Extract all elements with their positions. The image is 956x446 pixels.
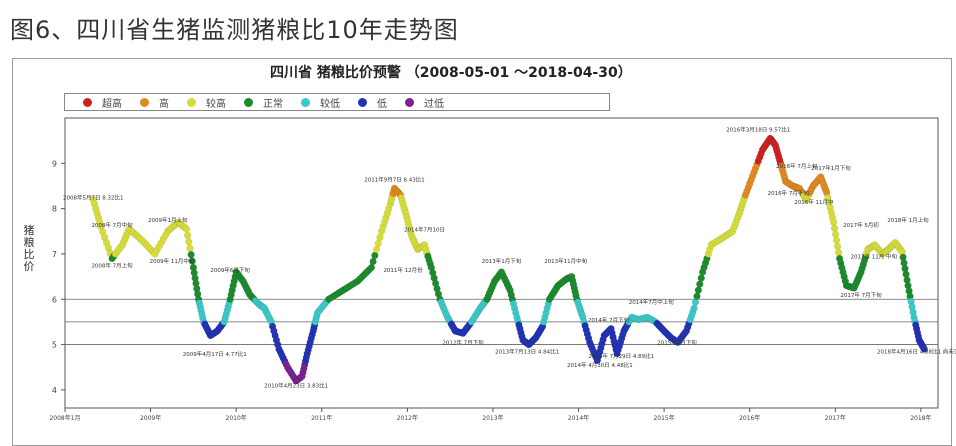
chart-frame: [12, 58, 952, 446]
y-tick-label: 8: [52, 205, 57, 214]
data-point: [182, 225, 191, 233]
data-point: [920, 345, 928, 353]
legend-item: 较高: [187, 95, 226, 110]
legend-swatch: [358, 97, 367, 107]
annotation-label: 2014年7月中上旬: [629, 298, 674, 306]
annotation-label: 2013年11月中旬: [544, 257, 587, 265]
plot-border: [64, 117, 939, 409]
data-marker: [830, 224, 839, 232]
legend-label: 高: [159, 98, 169, 110]
legend-label: 过低: [424, 98, 444, 110]
data-marker: [832, 236, 841, 244]
annotation-label: 2011年9月7日 8.43比1: [364, 175, 425, 183]
annotation-label: 2014年 7月29日 4.89比1: [588, 352, 654, 360]
data-marker: [694, 286, 702, 294]
x-tick-label: 2018年: [910, 414, 931, 422]
data-point: [367, 263, 376, 272]
data-point: [690, 304, 698, 312]
annotation-label: 2012年 7月下旬: [442, 339, 484, 347]
legend-label: 低: [377, 98, 387, 110]
data-marker: [376, 233, 384, 241]
legend-swatch: [301, 97, 310, 107]
data-marker: [186, 244, 194, 252]
y-tick-label: 6: [52, 295, 57, 304]
annotation-label: 2008年 7月中旬: [91, 221, 133, 229]
annotation-label: 2010年4月23日 3.83比1: [264, 382, 328, 390]
legend-item: 正常: [244, 95, 283, 110]
data-marker: [184, 231, 192, 240]
y-tick-label: 9: [52, 159, 57, 168]
legend-item: 高: [140, 95, 169, 110]
legend-item: 较低: [301, 95, 340, 110]
annotation-label: 2016年 7月下旬: [768, 189, 810, 197]
data-marker: [187, 251, 195, 259]
data-point: [829, 218, 838, 226]
legend-item: 过低: [405, 95, 444, 110]
legend-swatch: [140, 97, 149, 107]
x-tick-label: 2009年: [140, 414, 161, 422]
legend-item: 低: [358, 95, 387, 110]
x-tick-label: 2017年: [825, 414, 846, 422]
legend-swatch: [83, 97, 92, 107]
legend: 超高 高 较高 正常 较低 低 过低: [64, 93, 610, 111]
legend-swatch: [405, 97, 414, 107]
annotation-label: 2013年1月下旬: [482, 257, 522, 265]
annotation-label: 2017年 7月下旬: [840, 291, 882, 299]
data-marker: [374, 239, 382, 247]
x-tick-label: 2008年1月: [49, 414, 80, 422]
annotation-label: 2008年5月7日 8.32比1: [63, 194, 124, 202]
legend-swatch: [244, 97, 253, 107]
data-marker: [691, 298, 700, 306]
x-tick-label: 2013年: [482, 414, 503, 422]
y-tick-label: 7: [52, 250, 57, 259]
annotation-label: 2008年 7月上旬: [91, 262, 133, 270]
data-marker: [834, 248, 843, 257]
annotation-label: 2018年4月16日 4.88比1 尚未见底: [877, 348, 956, 356]
data-marker: [185, 238, 193, 246]
chart-title: 四川省 猪粮比价预警 （2008-05-01 ～2018-04-30）: [270, 65, 632, 81]
data-marker: [697, 274, 705, 282]
annotation-label: 2009年6月下旬: [210, 266, 250, 274]
data-marker: [833, 242, 842, 250]
y-axis-label: 猪粮比价: [23, 224, 35, 273]
x-tick-label: 2011年: [311, 414, 332, 422]
annotation-label: 2009年 11月中旬: [150, 257, 195, 265]
figure-title: 图6、四川省生猪监测猪粮比10年走势图: [10, 16, 459, 44]
x-tick-label: 2015年: [653, 414, 674, 422]
annotation-label: 2014年7月10日: [404, 225, 445, 233]
annotation-label: 2011年 12月份: [383, 266, 423, 274]
annotation-label: 2009年4月17日 4.77比1: [183, 350, 247, 358]
annotation-label: 2016年 7月上旬: [776, 162, 818, 170]
x-tick-label: 2010年: [226, 414, 247, 422]
annotation-label: 2016年3月18日 9.57比1: [726, 126, 790, 134]
annotation-label: 2014年 7月下旬: [588, 316, 630, 324]
legend-label: 较高: [206, 98, 226, 110]
legend-label: 正常: [263, 98, 283, 110]
x-tick-label: 2014年: [568, 414, 589, 422]
annotation-label: 2013年7月13日 4.84比1: [495, 348, 559, 356]
y-tick-label: 5: [52, 341, 57, 350]
annotation-label: 2018年 1月上旬: [887, 216, 929, 224]
annotation-label: 2014年 4月30日 4.48比1: [567, 361, 633, 369]
legend-label: 超高: [102, 98, 122, 110]
legend-swatch: [187, 97, 196, 107]
annotation-label: 2017年 5月初: [843, 221, 879, 229]
data-marker: [831, 230, 840, 238]
y-tick-label: 4: [52, 386, 57, 395]
data-marker: [372, 245, 381, 254]
legend-label: 较低: [320, 98, 340, 110]
legend-item: 超高: [83, 95, 122, 110]
x-tick-label: 2016年: [739, 414, 760, 422]
annotation-label: 2017年1月下旬: [811, 164, 851, 172]
x-tick-label: 2012年: [397, 414, 418, 422]
data-marker: [369, 257, 377, 266]
annotation-label: 2016年 11月中: [794, 198, 833, 206]
annotation-label: 2015年7月下旬: [657, 339, 697, 347]
data-marker: [371, 251, 379, 260]
data-marker: [693, 292, 701, 300]
annotation-label: 2009年1月上旬: [148, 216, 188, 224]
annotation-label: 2017年 11月 中旬: [851, 252, 898, 260]
data-marker: [696, 280, 704, 288]
